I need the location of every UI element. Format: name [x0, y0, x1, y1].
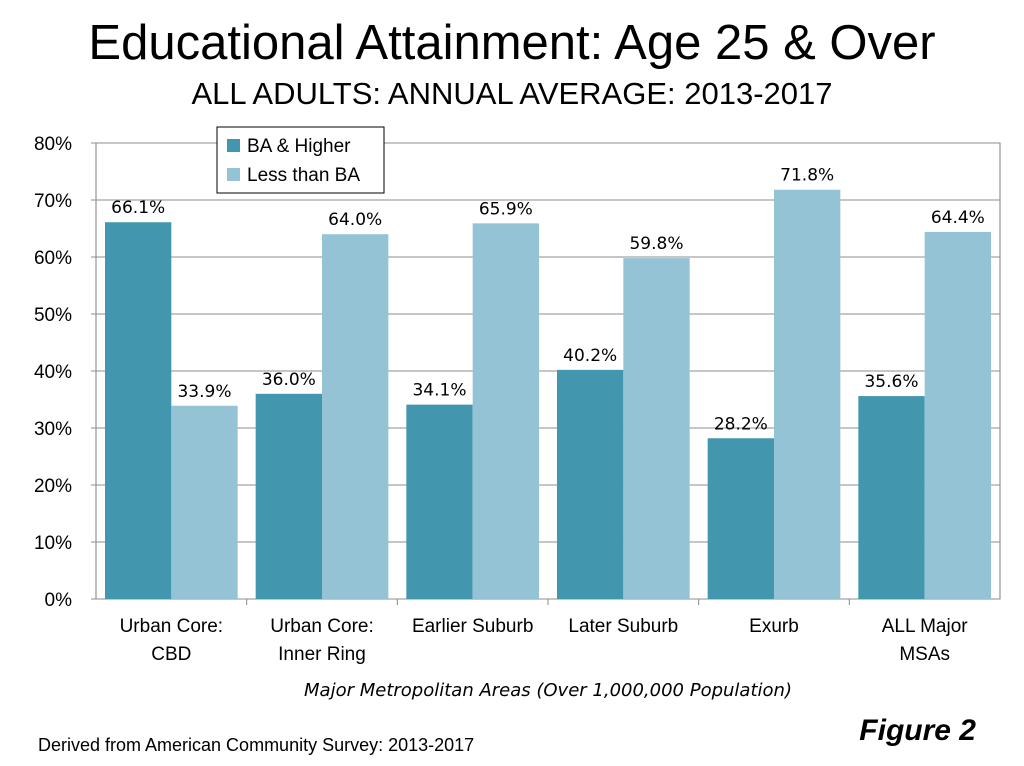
- x-axis-label: Major Metropolitan Areas (Over 1,000,000…: [304, 680, 792, 701]
- bar-ba-higher: [406, 404, 473, 599]
- data-label: 71.8%: [780, 166, 834, 186]
- legend-swatch: [227, 139, 240, 152]
- legend-label: BA & Higher: [247, 136, 351, 157]
- figure-label: Figure 2: [859, 714, 976, 747]
- bar-ba-higher: [255, 393, 322, 599]
- x-tick-label: Urban Core:: [270, 616, 374, 637]
- data-label: 64.4%: [931, 208, 985, 228]
- y-tick-label: 10%: [34, 533, 72, 554]
- x-tick-label: MSAs: [899, 644, 950, 665]
- x-tick-label: Inner Ring: [278, 644, 366, 665]
- legend-label: Less than BA: [247, 165, 360, 186]
- legend: [216, 126, 385, 194]
- data-label: 65.9%: [479, 199, 533, 219]
- data-label: 34.1%: [412, 381, 466, 401]
- bar-ba-higher: [707, 438, 774, 599]
- x-tick-label: Later Suburb: [568, 616, 678, 637]
- x-tick-label: ALL Major: [882, 616, 969, 637]
- y-tick-label: 20%: [34, 476, 72, 497]
- bar-less-than-ba: [472, 223, 539, 599]
- y-tick-label: 50%: [34, 305, 72, 326]
- y-tick-label: 0%: [45, 590, 73, 611]
- bar-less-than-ba: [322, 234, 389, 599]
- y-tick-label: 70%: [34, 191, 72, 212]
- y-tick-label: 60%: [34, 248, 72, 269]
- x-tick-label: Earlier Suburb: [412, 616, 533, 637]
- y-tick-label: 80%: [34, 134, 72, 155]
- bar-ba-higher: [557, 369, 624, 599]
- bar-less-than-ba: [623, 258, 690, 599]
- bar-ba-higher: [105, 222, 172, 600]
- legend-swatch: [227, 168, 240, 181]
- x-tick-label: CBD: [151, 644, 191, 665]
- data-label: 66.1%: [111, 198, 165, 218]
- x-tick-label: Urban Core:: [120, 616, 224, 637]
- data-label: 36.0%: [262, 370, 316, 390]
- bar-less-than-ba: [171, 405, 238, 599]
- data-label: 40.2%: [563, 346, 617, 366]
- chart-title: Educational Attainment: Age 25 & Over: [88, 16, 936, 70]
- y-tick-label: 30%: [34, 419, 72, 440]
- y-tick-label: 40%: [34, 362, 72, 383]
- data-label: 59.8%: [629, 234, 683, 254]
- data-label: 64.0%: [328, 210, 382, 230]
- bar-less-than-ba: [924, 231, 991, 600]
- bar-less-than-ba: [774, 189, 841, 600]
- source-note: Derived from American Community Survey: …: [38, 735, 475, 755]
- chart-subtitle: ALL ADULTS: ANNUAL AVERAGE: 2013-2017: [191, 76, 833, 111]
- x-tick-label: Exurb: [749, 616, 799, 637]
- data-label: 33.9%: [177, 382, 231, 402]
- data-label: 35.6%: [864, 372, 918, 392]
- data-label: 28.2%: [714, 414, 768, 434]
- bar-ba-higher: [858, 396, 925, 599]
